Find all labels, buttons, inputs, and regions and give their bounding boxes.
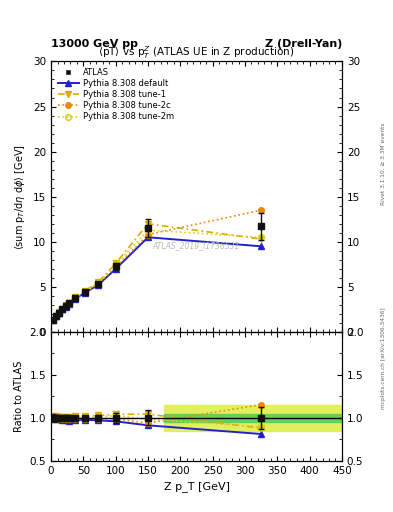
Title: $\langle$pT$\rangle$ vs p$_T^Z$ (ATLAS UE in Z production): $\langle$pT$\rangle$ vs p$_T^Z$ (ATLAS U…: [98, 45, 295, 61]
Text: Rivet 3.1.10, ≥ 3.3M events: Rivet 3.1.10, ≥ 3.3M events: [381, 122, 386, 205]
X-axis label: Z p_T [GeV]: Z p_T [GeV]: [163, 481, 230, 492]
Text: mcplots.cern.ch [arXiv:1306.3436]: mcplots.cern.ch [arXiv:1306.3436]: [381, 308, 386, 409]
Y-axis label: $\langle$sum p$_T$/d$\eta$ d$\phi\rangle$ [GeV]: $\langle$sum p$_T$/d$\eta$ d$\phi\rangle…: [13, 144, 28, 249]
Text: 13000 GeV pp: 13000 GeV pp: [51, 38, 138, 49]
Text: ATLAS_2019_I1736531: ATLAS_2019_I1736531: [153, 241, 240, 250]
Text: Z (Drell-Yan): Z (Drell-Yan): [264, 38, 342, 49]
Bar: [164, 414, 342, 422]
Bar: [164, 405, 342, 431]
Y-axis label: Ratio to ATLAS: Ratio to ATLAS: [14, 360, 24, 432]
Legend: ATLAS, Pythia 8.308 default, Pythia 8.308 tune-1, Pythia 8.308 tune-2c, Pythia 8: ATLAS, Pythia 8.308 default, Pythia 8.30…: [55, 66, 176, 124]
